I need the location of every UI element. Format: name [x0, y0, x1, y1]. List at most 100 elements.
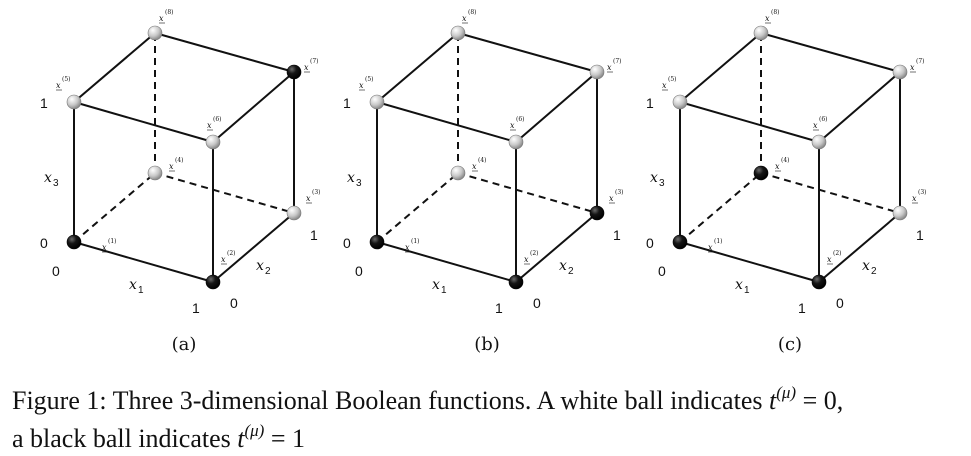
- caption-line-1: Figure 1: Three 3-dimensional Boolean fu…: [12, 378, 967, 416]
- axis-label-x3-sub: 3: [356, 178, 362, 189]
- vertex-label-x: x: [306, 194, 311, 203]
- vertex-label-sup: (1): [714, 238, 723, 245]
- vertex-label-x: x: [662, 81, 667, 90]
- vertex-label-sup: (7): [613, 58, 622, 65]
- vertex-ball-2-black: [205, 274, 221, 290]
- cube-hidden-edge: [760, 172, 901, 214]
- panel-label: (c): [778, 334, 802, 355]
- axis-label-x2-sub: 2: [568, 266, 574, 277]
- cube-edge: [212, 71, 295, 143]
- vertex-label-sup: (6): [819, 116, 828, 123]
- axis-label-x1-sub: 1: [744, 285, 750, 296]
- axis-label-x2-sub: 2: [265, 266, 271, 277]
- vertex-ball-4-white: [147, 165, 163, 181]
- caption-math-t-2: t: [237, 424, 245, 453]
- vertex-label-sup: (1): [411, 238, 420, 245]
- vertex-ball-7-white: [589, 64, 605, 80]
- vertex-label-sup: (5): [62, 76, 71, 83]
- panel-label: (b): [474, 334, 500, 355]
- x1-tick-zero: 0: [52, 263, 60, 279]
- vertex-ball-2-black: [508, 274, 524, 290]
- vertex-label-sup: (5): [365, 76, 374, 83]
- x3-tick-zero: 0: [343, 235, 351, 251]
- x2-tick-one: 1: [613, 227, 621, 243]
- cube-edge: [515, 212, 598, 283]
- vertex-label-sup: (4): [781, 157, 790, 164]
- vertex-label-x: x: [304, 63, 309, 72]
- x2-tick-one: 1: [916, 227, 924, 243]
- vertex-ball-6-white: [205, 134, 221, 150]
- vertex-label-x: x: [102, 243, 107, 252]
- vertex-label-x: x: [169, 162, 174, 171]
- vertex-label-sup: (3): [615, 189, 624, 196]
- axis-label-x1-sub: 1: [138, 285, 144, 296]
- vertex-label-sup: (3): [918, 189, 927, 196]
- axis-label-x1: x: [129, 277, 137, 293]
- cube-edge: [212, 212, 295, 283]
- axis-label-x3-sub: 3: [53, 178, 59, 189]
- vertex-ball-8-white: [450, 25, 466, 41]
- x2-tick-one: 1: [310, 227, 318, 243]
- vertex-label-sup: (5): [668, 76, 677, 83]
- vertex-ball-7-black: [286, 64, 302, 80]
- vertex-label-sup: (6): [516, 116, 525, 123]
- axis-label-x2: x: [256, 258, 264, 274]
- axis-label-x2: x: [559, 258, 567, 274]
- vertex-label-x: x: [462, 14, 467, 23]
- axis-label-x3: x: [650, 170, 658, 186]
- vertex-label-x: x: [775, 162, 780, 171]
- vertex-ball-4-white: [450, 165, 466, 181]
- caption-text-1: Figure 1: Three 3-dimensional Boolean fu…: [12, 386, 769, 415]
- vertex-label-x: x: [813, 121, 818, 130]
- vertex-ball-1-black: [369, 234, 385, 250]
- cube-hidden-edge: [679, 172, 762, 243]
- vertex-ball-5-white: [66, 94, 82, 110]
- vertex-ball-3-white: [286, 205, 302, 221]
- cube-panel-a: x(1)x(2)x(3)x(4)x(5)x(6)x(7)x(8)10x 30x 11…: [40, 9, 321, 355]
- cube-edge: [154, 32, 295, 73]
- vertex-ball-6-white: [508, 134, 524, 150]
- caption-math-t-1: t: [768, 386, 777, 415]
- cube-edge: [679, 32, 762, 103]
- cube-edge: [679, 241, 820, 283]
- cube-edge: [73, 101, 214, 143]
- vertex-ball-4-black: [753, 165, 769, 181]
- axis-label-x1: x: [735, 277, 743, 293]
- vertex-ball-1-black: [66, 234, 82, 250]
- vertex-ball-2-black: [811, 274, 827, 290]
- cube-edge: [73, 32, 156, 103]
- vertex-label-x: x: [524, 255, 529, 264]
- vertex-label-x: x: [472, 162, 477, 171]
- cube-edge: [73, 241, 214, 283]
- vertex-label-x: x: [765, 14, 770, 23]
- axis-label-x2: x: [862, 258, 870, 274]
- cube-hidden-edge: [73, 172, 156, 243]
- cube-edge: [679, 101, 820, 143]
- vertex-label-x: x: [609, 194, 614, 203]
- caption-math-rest-1: = 0,: [796, 386, 844, 415]
- axis-label-x1-sub: 1: [441, 285, 447, 296]
- vertex-label-x: x: [910, 63, 915, 72]
- cube-edge: [515, 71, 598, 143]
- x1-tick-zero: 0: [658, 263, 666, 279]
- x3-tick-zero: 0: [40, 235, 48, 251]
- cube-panel-c: x(1)x(2)x(3)x(4)x(5)x(6)x(7)x(8)10x 30x 11…: [646, 9, 927, 355]
- cube-edge: [376, 101, 517, 143]
- vertex-ball-5-white: [672, 94, 688, 110]
- caption-line-2: a black ball indicates t(μ) = 1: [12, 416, 967, 454]
- figure-canvas: x(1)x(2)x(3)x(4)x(5)x(6)x(7)x(8)10x 30x 11…: [40, 9, 927, 355]
- cube-edge: [376, 32, 459, 103]
- vertex-label-sup: (2): [227, 250, 236, 257]
- cube-edge: [818, 212, 901, 283]
- vertex-label-sup: (7): [916, 58, 925, 65]
- vertex-ball-3-black: [589, 205, 605, 221]
- vertex-label-x: x: [221, 255, 226, 264]
- caption-text-2: a black ball indicates: [12, 424, 238, 453]
- caption-math-sup-2: (μ): [244, 421, 265, 440]
- vertex-label-x: x: [359, 81, 364, 90]
- x3-tick-one: 1: [343, 95, 351, 111]
- cube-panels: x(1)x(2)x(3)x(4)x(5)x(6)x(7)x(8)10x 30x 11…: [40, 9, 927, 355]
- vertex-label-x: x: [607, 63, 612, 72]
- vertex-ball-6-white: [811, 134, 827, 150]
- vertex-label-sup: (3): [312, 189, 321, 196]
